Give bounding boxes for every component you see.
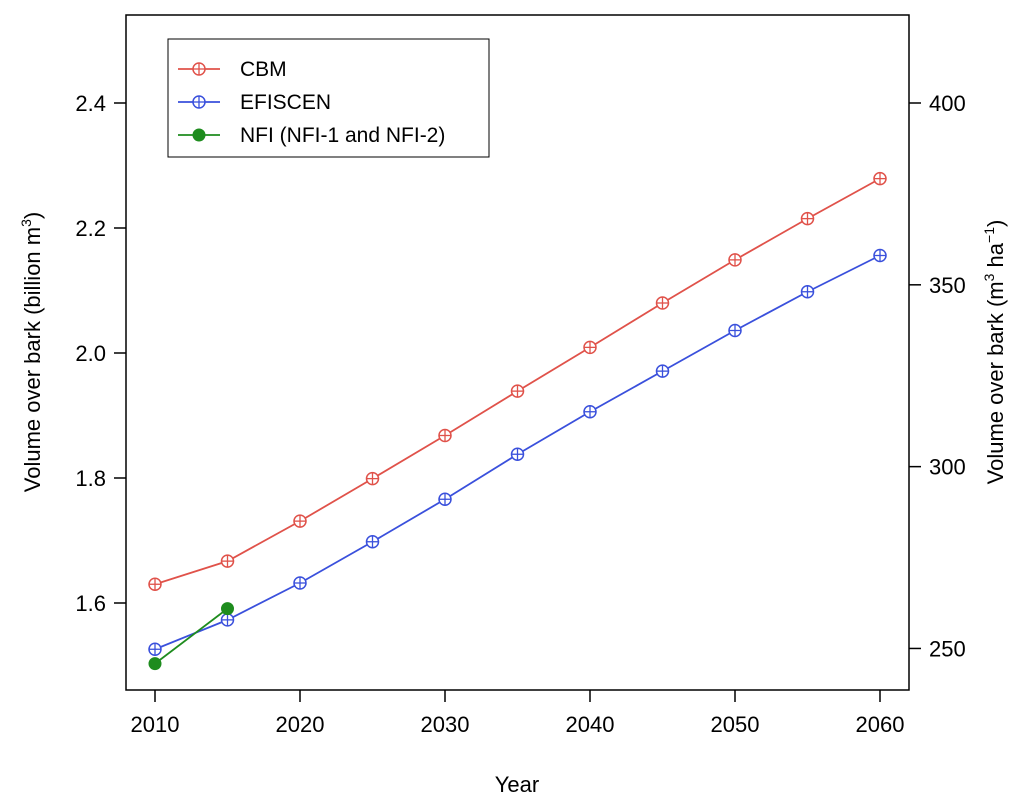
y-axis-right: 250 300 350 400 <box>909 91 966 661</box>
y-axis-left-title: Volume over bark (billion m3) <box>18 212 45 492</box>
data-point <box>873 171 887 186</box>
x-tick-label: 2040 <box>566 712 615 737</box>
data-point <box>220 613 235 627</box>
data-point <box>365 471 380 486</box>
series-layer <box>148 171 887 671</box>
legend-marker <box>192 128 206 142</box>
data-point <box>365 535 380 549</box>
y-tick-label: 2.0 <box>75 341 106 366</box>
x-axis-title: Year <box>495 772 539 797</box>
x-tick-label: 2020 <box>276 712 325 737</box>
x-tick-label: 2060 <box>856 712 905 737</box>
data-point <box>293 514 307 528</box>
series-nfi-nfi-1-and-nfi-2 <box>148 602 234 671</box>
series-line <box>154 607 229 665</box>
data-point <box>583 340 597 355</box>
data-point <box>293 576 307 590</box>
series-efiscen <box>148 248 887 656</box>
legend: CBM EFISCEN NFI (NFI-1 and NFI-2) <box>167 38 490 158</box>
data-point <box>148 577 162 591</box>
data-point <box>800 285 815 299</box>
legend-label: CBM <box>240 58 287 81</box>
marker-dot <box>221 602 234 616</box>
legend-item: EFISCEN <box>178 91 331 114</box>
legend-label: NFI (NFI-1 and NFI-2) <box>240 124 445 147</box>
y-tick-label: 1.6 <box>75 591 106 616</box>
marker-dot <box>192 128 206 142</box>
series-line <box>154 177 881 586</box>
y-tick-label: 2.4 <box>75 91 106 116</box>
data-point <box>873 248 887 263</box>
legend-item: NFI (NFI-1 and NFI-2) <box>178 124 445 147</box>
y-right-tick-label: 250 <box>929 636 966 661</box>
data-point <box>510 447 525 461</box>
data-point <box>148 642 162 656</box>
legend-label: EFISCEN <box>240 91 331 114</box>
x-tick-label: 2030 <box>421 712 470 737</box>
data-point <box>510 384 525 398</box>
data-point <box>655 296 670 310</box>
y-right-tick-label: 350 <box>929 273 966 298</box>
data-point <box>655 364 670 378</box>
series-cbm <box>148 171 887 591</box>
y-right-tick-label: 400 <box>929 91 966 116</box>
x-axis: 2010 2020 2030 2040 2050 2060 <box>131 690 905 737</box>
legend-marker <box>192 62 206 76</box>
data-point <box>148 657 162 671</box>
x-tick-label: 2050 <box>711 712 760 737</box>
y-axis-left: 1.6 1.8 2.0 2.2 2.4 <box>75 91 126 616</box>
data-point <box>220 554 235 568</box>
data-point <box>438 492 452 506</box>
data-point <box>728 323 742 338</box>
y-tick-label: 1.8 <box>75 466 106 491</box>
x-tick-label: 2010 <box>131 712 180 737</box>
data-point <box>583 405 597 419</box>
data-point <box>438 428 452 443</box>
legend-box <box>167 38 490 158</box>
marker-dot <box>148 657 162 671</box>
data-point <box>221 602 234 616</box>
y-right-tick-label: 300 <box>929 455 966 480</box>
legend-item: CBM <box>178 58 287 81</box>
data-point <box>800 211 815 226</box>
y-axis-right-title: Volume over bark (m3 ha−1) <box>981 220 1008 485</box>
legend-marker <box>192 95 206 109</box>
y-tick-label: 2.2 <box>75 216 106 241</box>
data-point <box>728 253 742 267</box>
